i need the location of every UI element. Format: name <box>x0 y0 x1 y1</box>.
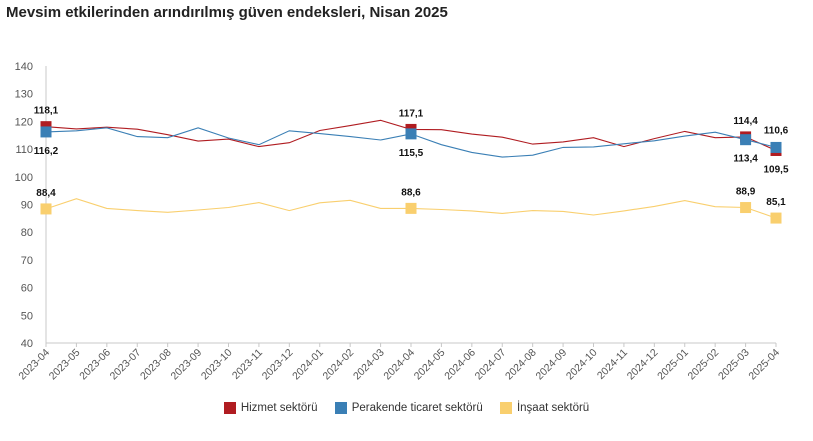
x-tick-label: 2023-10 <box>199 347 235 383</box>
x-tick-label: 2024-02 <box>321 347 357 383</box>
data-label: 114,4 <box>733 116 758 127</box>
y-tick-label: 120 <box>15 116 33 128</box>
data-label: 113,4 <box>733 154 758 165</box>
x-tick-label: 2025-01 <box>655 347 691 383</box>
x-tick-label: 2025-02 <box>686 347 722 383</box>
x-tick-label: 2024-05 <box>412 347 448 383</box>
x-tick-label: 2023-11 <box>230 347 265 382</box>
y-tick-label: 60 <box>21 283 33 295</box>
y-tick-label: 50 <box>21 310 33 322</box>
x-tick-label: 2024-07 <box>473 347 509 383</box>
legend-swatch-hizmet <box>223 402 236 414</box>
x-tick-label: 2024-12 <box>625 347 661 383</box>
data-point-marker <box>770 141 782 153</box>
data-label: 88,4 <box>36 188 56 199</box>
data-label: 115,5 <box>399 148 424 159</box>
x-tick-label: 2024-06 <box>442 347 478 383</box>
chart-title: Mevsim etkilerinden arındırılmış güven e… <box>6 4 448 21</box>
x-tick-label: 2024-04 <box>381 347 417 383</box>
x-tick-label: 2025-03 <box>716 347 752 383</box>
y-tick-label: 70 <box>21 255 33 267</box>
x-tick-label: 2023-08 <box>138 347 174 383</box>
legend-swatch-insaat <box>499 402 512 414</box>
legend-item-perakende[interactable]: Perakende ticaret sektörü <box>334 402 483 414</box>
data-point-marker <box>405 128 417 140</box>
data-point-marker <box>405 202 417 214</box>
legend-label-hizmet: Hizmet sektörü <box>240 402 318 414</box>
legend: Hizmet sektörü Perakende ticaret sektörü… <box>0 402 813 417</box>
x-tick-label: 2024-11 <box>595 347 630 382</box>
data-label: 109,5 <box>763 164 788 175</box>
legend-label-insaat: İnşaat sektörü <box>516 402 590 414</box>
legend-label-perakende: Perakende ticaret sektörü <box>351 402 483 414</box>
x-tick-label: 2024-09 <box>533 347 569 383</box>
y-tick-label: 40 <box>21 338 33 350</box>
data-point-marker <box>770 212 782 224</box>
data-label: 116,2 <box>34 146 59 157</box>
data-point-marker <box>40 126 52 138</box>
x-tick-label: 2023-05 <box>47 347 83 383</box>
legend-swatch-perakende <box>334 402 347 414</box>
data-label: 117,1 <box>399 108 424 119</box>
x-tick-label: 2024-08 <box>503 347 539 383</box>
y-tick-label: 140 <box>15 61 33 73</box>
x-tick-label: 2024-10 <box>564 347 600 383</box>
y-tick-label: 130 <box>15 89 33 101</box>
y-tick-label: 110 <box>15 144 33 156</box>
data-label: 88,9 <box>736 187 756 198</box>
data-label: 110,6 <box>764 125 789 136</box>
y-tick-label: 80 <box>21 227 33 239</box>
x-tick-label: 2024-01 <box>290 347 326 383</box>
x-tick-label: 2023-09 <box>168 347 204 383</box>
legend-item-hizmet[interactable]: Hizmet sektörü <box>223 402 318 414</box>
data-label: 85,1 <box>766 197 786 208</box>
x-tick-label: 2023-06 <box>77 347 113 383</box>
y-tick-label: 90 <box>21 200 33 212</box>
x-tick-label: 2025-04 <box>746 347 782 383</box>
data-point-marker <box>740 202 752 214</box>
data-point-marker <box>40 203 52 215</box>
plot-area: 4050607080901001101201301402023-042023-0… <box>15 61 789 383</box>
x-tick-label: 2023-04 <box>16 347 52 383</box>
legend-item-insaat[interactable]: İnşaat sektörü <box>499 402 590 414</box>
data-label: 118,1 <box>34 106 59 117</box>
x-tick-label: 2024-03 <box>351 347 387 383</box>
data-label: 88,6 <box>401 187 421 198</box>
x-tick-label: 2023-12 <box>260 347 296 383</box>
x-tick-label: 2023-07 <box>108 347 144 383</box>
data-point-marker <box>740 134 752 146</box>
y-tick-label: 100 <box>15 172 33 184</box>
